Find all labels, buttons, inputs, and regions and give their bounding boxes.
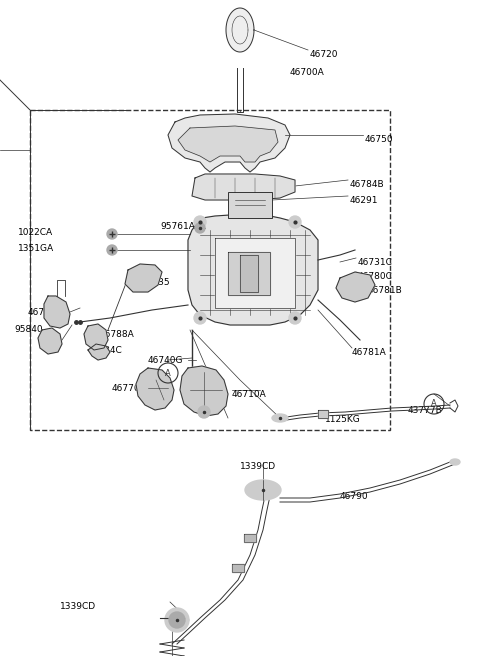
Circle shape [289,312,301,324]
Circle shape [107,245,117,255]
Polygon shape [136,368,174,410]
Circle shape [195,223,205,233]
Text: 46720: 46720 [310,50,338,59]
Text: 46700A: 46700A [290,68,325,77]
Circle shape [289,216,301,228]
Text: 46788A: 46788A [100,330,135,339]
Ellipse shape [245,480,281,500]
FancyBboxPatch shape [228,192,272,218]
Circle shape [107,229,117,239]
Polygon shape [125,264,162,292]
Text: 1125KG: 1125KG [325,415,361,424]
Text: 46750: 46750 [365,135,394,144]
Polygon shape [232,564,244,572]
Ellipse shape [450,459,460,465]
Polygon shape [226,8,254,52]
Text: 95761A: 95761A [160,222,195,231]
Text: 1339CD: 1339CD [240,462,276,471]
Text: 46781A: 46781A [352,348,387,357]
Polygon shape [180,366,228,416]
Polygon shape [84,324,108,350]
Polygon shape [318,410,328,418]
Text: A: A [165,369,171,377]
Ellipse shape [169,612,185,628]
Text: 46784C: 46784C [88,346,123,355]
Circle shape [198,406,210,418]
Text: 46731C: 46731C [358,258,393,267]
Polygon shape [188,215,318,325]
Circle shape [194,312,206,324]
Text: 46735: 46735 [142,278,170,287]
Text: 1339CD: 1339CD [60,602,96,611]
Text: 46710A: 46710A [232,390,267,399]
Polygon shape [244,534,256,542]
Text: 46780C: 46780C [358,272,393,281]
Text: 95840: 95840 [14,325,43,334]
Polygon shape [44,296,70,328]
Text: 43777B: 43777B [408,406,443,415]
Polygon shape [88,344,110,360]
Polygon shape [228,252,270,295]
Bar [30,110,390,430]
Polygon shape [38,328,62,354]
Polygon shape [178,126,278,162]
Polygon shape [215,238,295,308]
Polygon shape [168,114,290,172]
Text: A: A [431,400,437,409]
Ellipse shape [165,608,189,632]
Polygon shape [192,174,295,200]
Text: 46784: 46784 [28,308,57,317]
Text: 46790: 46790 [340,492,369,501]
Text: 1022CA: 1022CA [18,228,53,237]
Ellipse shape [272,414,288,422]
Text: 46784B: 46784B [350,180,384,189]
Circle shape [194,216,206,228]
Text: 46781B: 46781B [368,286,403,295]
Text: 46291: 46291 [350,196,379,205]
Polygon shape [336,272,375,302]
Polygon shape [240,255,258,292]
Text: 1351GA: 1351GA [18,244,54,253]
Text: 46770B: 46770B [112,384,147,393]
Text: 46740G: 46740G [148,356,183,365]
